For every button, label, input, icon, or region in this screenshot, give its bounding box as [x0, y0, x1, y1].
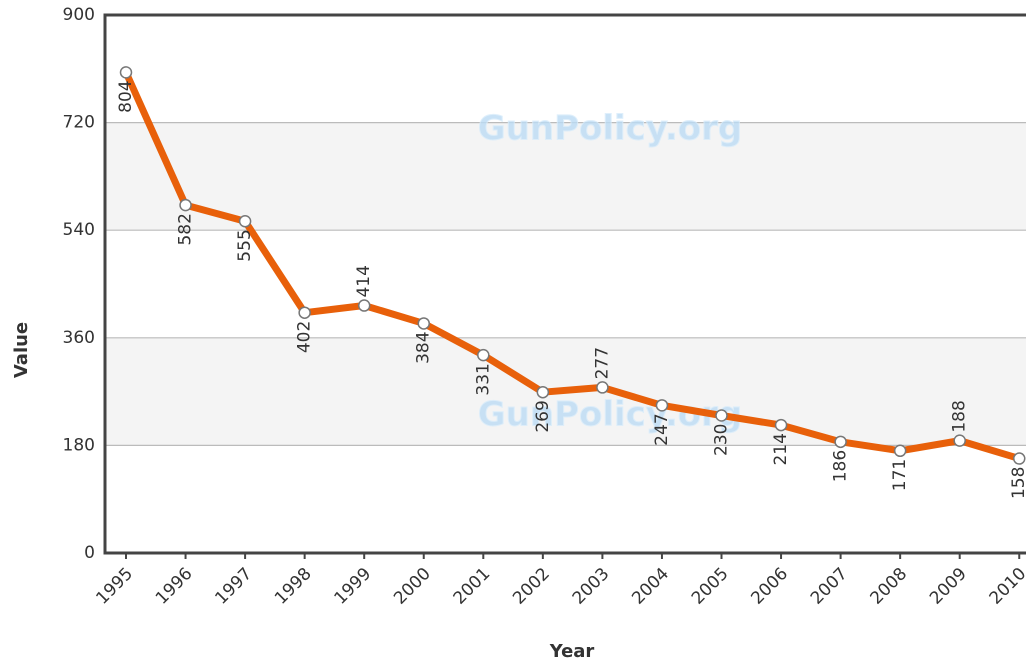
y-tick-label: 540: [63, 220, 95, 240]
data-label: 414: [354, 265, 374, 297]
grid-band: [105, 122, 1026, 231]
data-label: 158: [1009, 467, 1026, 499]
point: [119, 66, 133, 79]
x-tick-label: 2003: [569, 564, 614, 609]
watermark: GunPolicy.org: [478, 109, 742, 149]
x-tick-label: 2009: [926, 564, 971, 609]
y-tick-label: 720: [63, 113, 95, 133]
y-tick-label: 360: [63, 328, 95, 348]
point: [596, 381, 609, 394]
data-label: 186: [831, 450, 851, 482]
data-label: 269: [533, 400, 553, 432]
x-tick-label: 2007: [807, 564, 852, 609]
x-tick-label: 2002: [509, 564, 554, 609]
x-tick-label: 1996: [152, 564, 197, 609]
x-tick-label: 2001: [450, 564, 495, 609]
data-label: 402: [295, 321, 315, 353]
y-tick-label: 0: [84, 543, 95, 563]
plot-border: [103, 13, 1026, 555]
point: [893, 444, 907, 458]
y-axis-title: Value: [11, 322, 32, 378]
data-label: 214: [771, 433, 791, 465]
data-label: 555: [235, 229, 255, 261]
data-label: 331: [473, 363, 493, 395]
x-tick-label: 2005: [688, 564, 733, 609]
point: [953, 434, 966, 447]
data-label: 277: [592, 347, 612, 379]
point: [1013, 452, 1026, 465]
data-label: 582: [176, 213, 196, 245]
data-label: 804: [116, 80, 136, 112]
plot-area: [105, 14, 1026, 554]
y-tick-label: 180: [63, 435, 95, 455]
x-tick-label: 2010: [986, 564, 1026, 609]
x-tick-label: 2008: [866, 564, 911, 609]
point: [298, 306, 311, 319]
line: [122, 70, 1021, 462]
point: [655, 399, 669, 412]
point: [238, 214, 252, 228]
x-axis-title: Year: [549, 641, 595, 662]
plot-background: [105, 15, 1026, 553]
point: [536, 385, 550, 399]
point: [834, 435, 847, 449]
x-tick-label: 2004: [628, 564, 673, 609]
x-tick-label: 1998: [271, 564, 316, 609]
x-tick-label: 1997: [211, 564, 256, 609]
point: [417, 317, 430, 330]
y-tick-label: 900: [63, 5, 95, 25]
point: [774, 418, 788, 432]
point: [179, 198, 192, 212]
x-tick-label: 1995: [92, 564, 137, 609]
x-tick-label: 1999: [331, 564, 376, 609]
data-label: 384: [414, 331, 434, 363]
point: [477, 348, 490, 362]
data-label: 247: [652, 413, 672, 445]
data-label: 230: [712, 424, 732, 456]
x-tick-label: 2000: [390, 564, 435, 609]
x-tick-label: 2006: [747, 564, 792, 609]
point: [357, 299, 371, 312]
data-label: 171: [890, 459, 910, 491]
data-label: 188: [950, 400, 970, 432]
point: [715, 409, 728, 422]
